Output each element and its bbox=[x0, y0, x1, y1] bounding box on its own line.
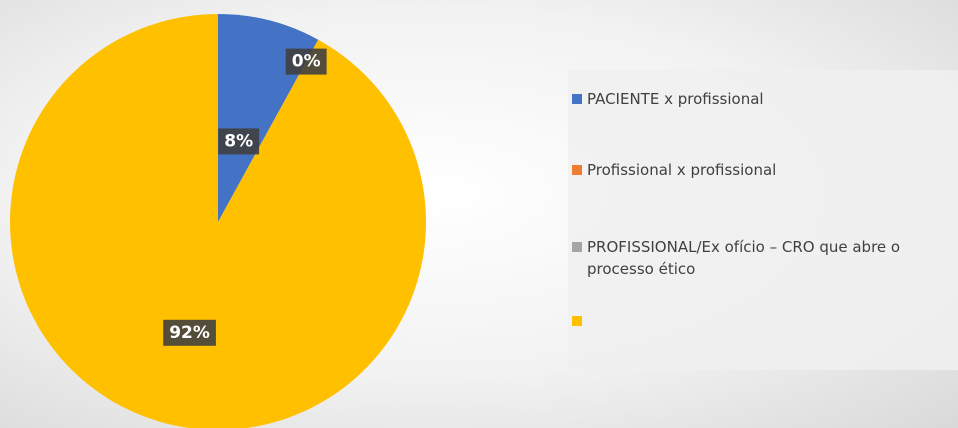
legend-item bbox=[572, 310, 952, 326]
data-label: 0% bbox=[285, 48, 327, 75]
legend-swatch bbox=[572, 94, 582, 104]
data-label-text: 8% bbox=[224, 131, 253, 151]
legend-swatch bbox=[572, 242, 582, 252]
legend-label: Profissional x profissional bbox=[587, 161, 777, 179]
data-label: 8% bbox=[218, 128, 260, 155]
legend-item: PROFISSIONAL/Ex ofício – CRO que abre o … bbox=[572, 236, 952, 280]
legend-swatch bbox=[572, 316, 582, 326]
legend-item: Profissional x profissional bbox=[572, 159, 952, 181]
data-label-text: 92% bbox=[169, 323, 210, 343]
pie-slice bbox=[10, 14, 426, 428]
legend-label: PACIENTE x profissional bbox=[587, 90, 764, 108]
data-label-bg bbox=[285, 48, 327, 75]
data-label-bg bbox=[218, 128, 260, 155]
legend-swatch bbox=[572, 165, 582, 175]
data-label: 92% bbox=[163, 319, 216, 346]
data-label-text: 0% bbox=[292, 52, 321, 72]
legend-item: PACIENTE x profissional bbox=[572, 88, 952, 110]
legend-label: PROFISSIONAL/Ex ofício – CRO que abre o … bbox=[587, 238, 901, 278]
legend: PACIENTE x profissional Profissional x pr… bbox=[568, 70, 958, 370]
data-label-bg bbox=[163, 319, 216, 346]
